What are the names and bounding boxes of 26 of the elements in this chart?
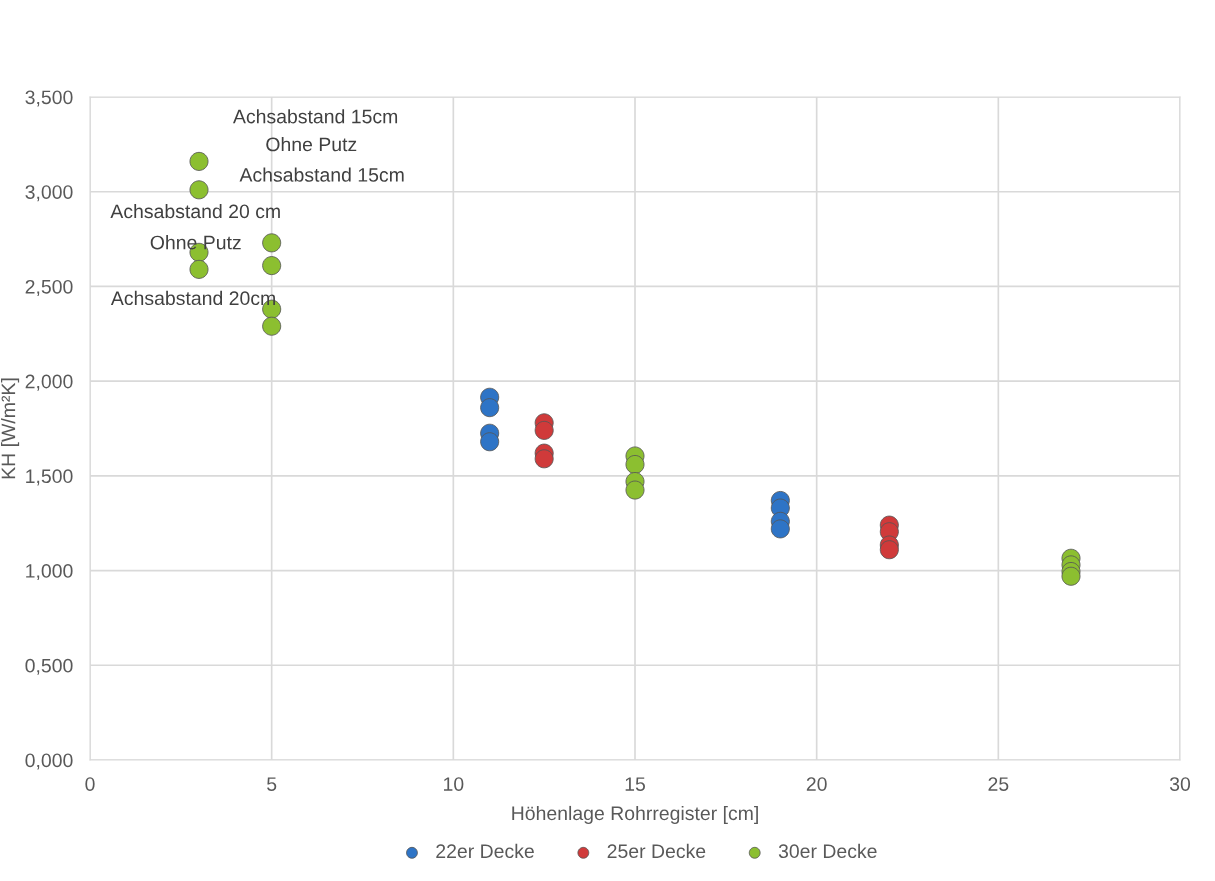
- y-tick-label: 1,000: [26, 564, 73, 581]
- x-tick-label: 30: [1169, 777, 1191, 791]
- x-axis-title: Höhenlage Rohrregister [cm]: [512, 805, 758, 825]
- x-tick-label: 0: [85, 777, 95, 791]
- legend-label: 22er Decke: [436, 843, 534, 859]
- legend-label: 30er Decke: [778, 843, 877, 859]
- y-tick-label: 2,500: [25, 279, 73, 296]
- x-tick-label: 25: [988, 777, 1009, 791]
- x-tick-label: 10: [444, 777, 464, 791]
- y-tick-label: 0,500: [25, 658, 73, 675]
- annotation: Ohne Putz: [150, 235, 241, 250]
- annotation: Achsabstand 15cm: [239, 167, 404, 182]
- x-tick-label: 5: [267, 777, 277, 791]
- y-tick-label: 3,500: [25, 90, 73, 107]
- x-tick-label: 20: [806, 777, 827, 791]
- annotation: Achsabstand 20cm: [110, 290, 275, 306]
- y-tick-label: 0,000: [25, 753, 73, 770]
- y-tick-label: 2,000: [25, 374, 73, 391]
- legend-label: 25er Decke: [607, 843, 706, 859]
- x-tick-label: 15: [625, 777, 645, 791]
- y-tick-label: 1,500: [26, 469, 73, 486]
- y-tick-label: 3,000: [25, 185, 73, 202]
- annotation: Achsabstand 15cm: [232, 109, 398, 124]
- annotation: Achsabstand 20 cm: [110, 203, 280, 219]
- y-axis-title: KH [W/m²K]: [1, 378, 20, 479]
- annotation: Ohne Putz: [266, 137, 357, 152]
